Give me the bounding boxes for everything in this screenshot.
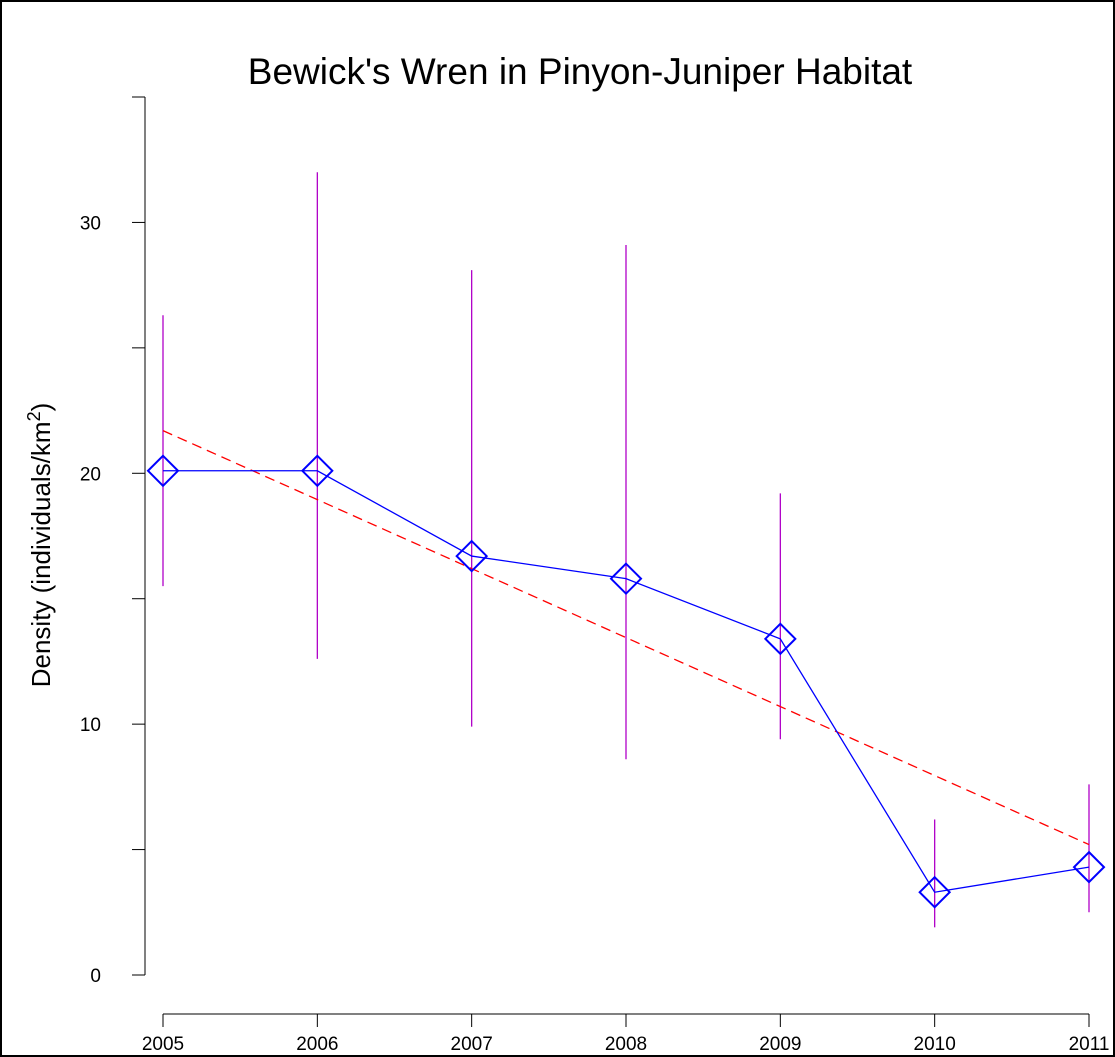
series-line-group [163,470,1090,893]
trend-line-group [162,430,1090,846]
x-tick-label-2010: 2010 [914,1034,956,1055]
y-axis-title-text: Density (individuals/km [26,421,56,687]
trend-line [162,430,1090,846]
data-point-2009 [763,622,797,656]
y-tick-label-30: 30 [80,213,101,234]
data-point-2008 [609,562,643,596]
y-tick-label-10: 10 [80,715,101,736]
x-tick-label-2007: 2007 [451,1034,493,1055]
y-tick-label-20: 20 [80,464,101,485]
x-tick-label-2005: 2005 [142,1034,184,1055]
error-bars [162,172,1090,928]
data-point-2007 [455,539,489,573]
y-tick-label-0: 0 [90,966,101,987]
chart-title: Bewick's Wren in Pinyon-Juniper Habitat [248,51,913,92]
series-line [163,470,1090,893]
x-tick-label-2011: 2011 [1069,1034,1110,1055]
y-axis-title-superscript: 2 [24,411,44,421]
x-tick-label-2008: 2008 [605,1034,647,1055]
x-tick-label-2009: 2009 [759,1034,801,1055]
y-axis-title: Density (individuals/km2) [24,403,56,688]
x-axis: 2005 2006 2007 2008 2009 2010 2011 [142,1013,1110,1055]
data-point-2011 [1072,850,1106,884]
data-point-2006 [300,454,334,488]
data-point-2005 [146,454,180,488]
y-axis-title-suffix: ) [26,403,56,412]
x-tick-label-2006: 2006 [296,1034,338,1055]
data-point-2010 [918,875,952,909]
y-axis: 0 10 20 30 [80,96,146,987]
markers [146,454,1106,909]
